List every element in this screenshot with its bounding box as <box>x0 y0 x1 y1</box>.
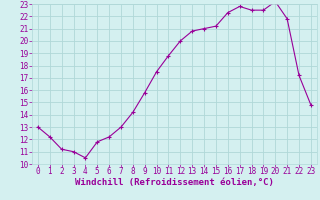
X-axis label: Windchill (Refroidissement éolien,°C): Windchill (Refroidissement éolien,°C) <box>75 178 274 187</box>
